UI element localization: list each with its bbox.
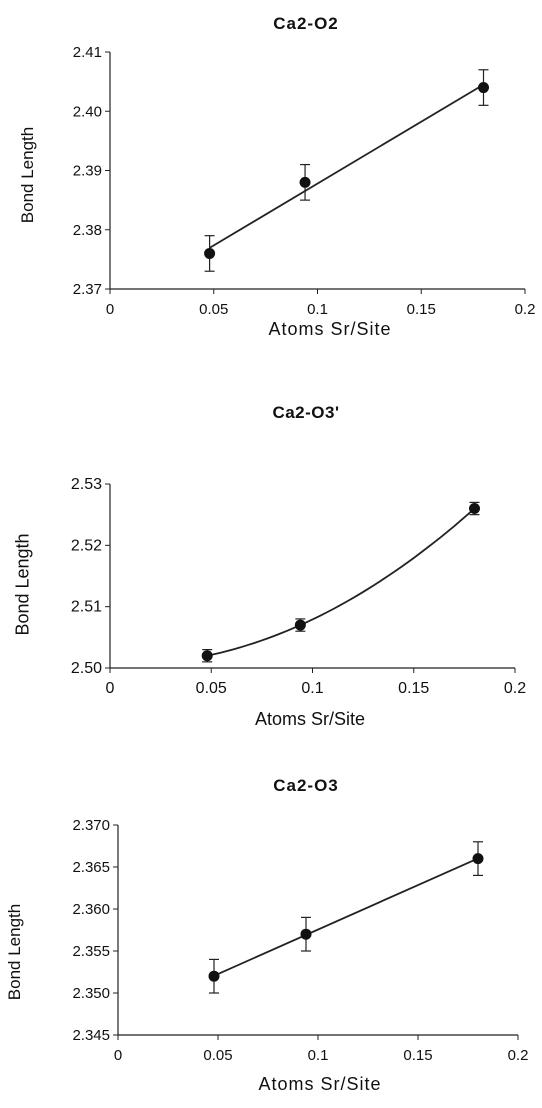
trendline <box>209 83 484 249</box>
x-tick-label: 0 <box>106 301 114 318</box>
x-tick-label: 0.05 <box>203 1047 232 1064</box>
x-tick-label: 0.1 <box>307 301 328 318</box>
data-point <box>472 853 484 865</box>
y-tick-label: 2.53 <box>71 476 102 493</box>
y-tick-label: 2.50 <box>71 660 102 677</box>
data-point <box>294 619 306 631</box>
chart-title: Ca2-O3' <box>272 403 340 422</box>
x-axis-label: Atoms Sr/Site <box>268 319 392 339</box>
y-tick-label: 2.365 <box>72 859 110 876</box>
x-tick-label: 0 <box>106 680 115 697</box>
y-tick-label: 2.360 <box>72 901 110 918</box>
chart-title: Ca2-O3 <box>273 776 339 795</box>
data-point <box>469 503 480 515</box>
x-tick-label: 0.15 <box>398 680 429 697</box>
data-point <box>208 970 220 982</box>
x-tick-label: 0.2 <box>515 301 536 318</box>
y-tick-label: 2.38 <box>73 222 102 239</box>
x-tick-label: 0 <box>114 1047 122 1064</box>
y-tick-label: 2.41 <box>73 44 102 61</box>
y-tick-label: 2.355 <box>72 943 110 960</box>
data-point <box>201 650 213 662</box>
x-tick-label: 0.1 <box>301 680 323 697</box>
chart-plot-ca2-o3-prime: 2.50 2.51 2.52 2.53 0 0.05 0.1 0.15 0.2 <box>71 476 526 697</box>
chart-plot-ca2-o2: 2.37 2.38 2.39 2.40 2.41 0 0.05 0.1 0.15 0.2 <box>73 44 536 318</box>
y-tick-label: 2.52 <box>71 537 102 554</box>
data-point <box>478 82 489 94</box>
x-tick-label: 0.05 <box>196 680 227 697</box>
trendline <box>207 507 476 657</box>
x-tick-label: 0.2 <box>508 1047 529 1064</box>
x-tick-label: 0.15 <box>403 1047 432 1064</box>
data-point <box>204 247 216 259</box>
y-tick-label: 2.350 <box>72 985 110 1002</box>
x-axis-label: Atoms Sr/Site <box>258 1074 382 1094</box>
y-tick-label: 2.345 <box>72 1027 110 1044</box>
trendline <box>213 857 479 977</box>
data-point <box>299 176 311 188</box>
x-tick-label: 0.15 <box>407 301 436 318</box>
chart-panel-ca2-o2: Ca2-O2 Bond Length Atoms Sr/Site 2.37 2.3… <box>0 0 542 360</box>
y-tick-label: 2.37 <box>73 281 102 298</box>
chart-panel-ca2-o3: Ca2-O3 Bond Length Atoms Sr/Site 2.345 2.… <box>0 750 542 1108</box>
x-axis-label: Atoms Sr/Site <box>254 709 366 729</box>
x-tick-label: 0.05 <box>199 301 228 318</box>
data-point <box>300 928 312 940</box>
y-tick-label: 2.40 <box>73 103 102 120</box>
y-tick-label: 2.51 <box>71 599 102 616</box>
y-tick-label: 2.39 <box>73 163 102 180</box>
chart-panel-ca2-o3-prime: Ca2-O3' Bond Length Atoms Sr/Site 2.50 2.… <box>0 370 542 740</box>
y-tick-label: 2.370 <box>72 817 110 834</box>
x-tick-label: 0.2 <box>504 680 526 697</box>
x-tick-label: 0.1 <box>308 1047 329 1064</box>
chart-plot-ca2-o3: 2.345 2.350 2.355 2.360 2.365 2.370 0 0.05 0.1 0.… <box>72 817 529 1064</box>
chart-title: Ca2-O2 <box>273 14 339 33</box>
